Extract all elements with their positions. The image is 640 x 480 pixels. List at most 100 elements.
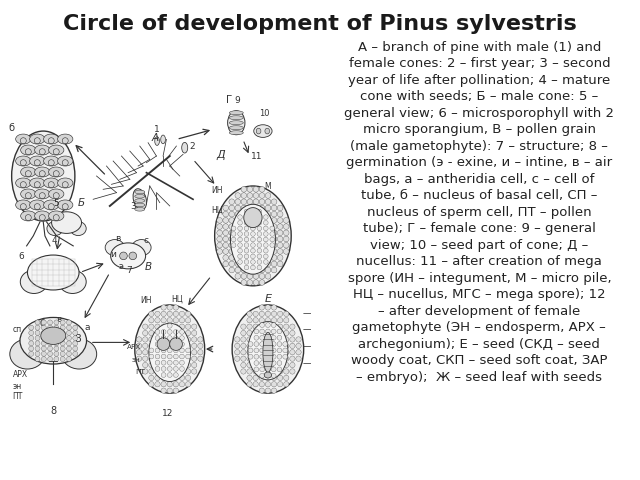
Circle shape [155, 362, 160, 368]
Circle shape [290, 356, 295, 361]
Circle shape [244, 232, 249, 236]
Circle shape [155, 366, 160, 371]
Circle shape [265, 311, 271, 316]
Circle shape [241, 324, 246, 329]
Circle shape [266, 367, 270, 372]
Circle shape [54, 330, 59, 336]
Circle shape [54, 341, 59, 346]
Circle shape [235, 211, 241, 217]
Circle shape [253, 362, 259, 368]
Circle shape [54, 357, 59, 361]
Circle shape [229, 236, 235, 242]
Circle shape [47, 330, 52, 336]
Circle shape [271, 311, 276, 316]
Circle shape [223, 249, 228, 254]
Circle shape [259, 324, 264, 329]
Circle shape [186, 324, 191, 329]
Ellipse shape [161, 135, 165, 144]
Circle shape [253, 192, 259, 198]
Circle shape [247, 274, 253, 279]
Circle shape [161, 388, 166, 393]
Circle shape [198, 343, 203, 348]
Circle shape [191, 343, 197, 348]
Circle shape [244, 215, 249, 219]
Circle shape [257, 248, 262, 253]
Circle shape [241, 356, 246, 361]
Circle shape [260, 367, 264, 372]
Circle shape [244, 260, 249, 264]
Ellipse shape [265, 128, 269, 134]
Ellipse shape [59, 270, 86, 293]
Circle shape [173, 382, 179, 387]
Circle shape [270, 237, 275, 242]
Circle shape [155, 311, 160, 316]
Circle shape [248, 342, 253, 347]
Ellipse shape [35, 145, 50, 155]
Circle shape [259, 192, 265, 198]
Circle shape [271, 230, 277, 236]
Circle shape [180, 360, 184, 365]
Circle shape [277, 255, 283, 261]
Circle shape [266, 348, 270, 353]
Circle shape [270, 243, 275, 248]
Circle shape [167, 342, 172, 347]
Circle shape [259, 305, 264, 310]
Circle shape [173, 360, 178, 365]
Circle shape [229, 255, 235, 261]
Circle shape [235, 192, 241, 198]
Circle shape [241, 343, 246, 348]
Ellipse shape [105, 240, 124, 255]
Circle shape [60, 346, 65, 351]
Ellipse shape [49, 211, 64, 221]
Circle shape [179, 324, 184, 329]
Circle shape [149, 354, 154, 359]
Circle shape [253, 318, 259, 323]
Circle shape [173, 372, 178, 377]
Circle shape [67, 330, 72, 336]
Text: ИН: ИН [140, 296, 151, 305]
Ellipse shape [15, 134, 31, 144]
Circle shape [148, 330, 154, 336]
Circle shape [47, 341, 52, 346]
Ellipse shape [254, 125, 272, 137]
Circle shape [198, 356, 203, 361]
Text: ПТ: ПТ [13, 392, 23, 401]
Circle shape [167, 305, 172, 310]
Circle shape [271, 354, 276, 359]
Circle shape [47, 325, 52, 330]
Circle shape [278, 324, 283, 329]
Text: Circle of development of Pinus sylvestris: Circle of development of Pinus sylvestri… [63, 14, 577, 35]
Circle shape [264, 254, 268, 259]
Circle shape [60, 341, 65, 346]
Text: 9: 9 [235, 96, 241, 105]
Circle shape [148, 311, 154, 316]
Circle shape [149, 348, 154, 353]
Circle shape [284, 242, 289, 248]
Circle shape [278, 330, 283, 336]
Circle shape [260, 360, 264, 365]
Circle shape [271, 217, 277, 223]
Text: 6: 6 [19, 252, 24, 261]
Circle shape [223, 205, 228, 211]
Circle shape [167, 372, 172, 377]
Ellipse shape [263, 333, 273, 372]
Text: Е: Е [264, 294, 271, 304]
Circle shape [54, 346, 59, 351]
Circle shape [67, 320, 72, 325]
Circle shape [229, 224, 235, 229]
Ellipse shape [20, 145, 36, 155]
Circle shape [271, 373, 276, 378]
Circle shape [278, 375, 283, 381]
Ellipse shape [135, 194, 145, 198]
Circle shape [161, 305, 166, 310]
Text: ИН: ИН [211, 186, 223, 195]
Circle shape [277, 329, 282, 334]
Circle shape [237, 254, 243, 259]
Circle shape [73, 346, 77, 351]
Circle shape [265, 205, 271, 211]
Circle shape [247, 192, 253, 198]
Circle shape [277, 230, 283, 236]
Text: и: и [110, 250, 116, 259]
Circle shape [235, 199, 241, 204]
Circle shape [248, 354, 253, 359]
